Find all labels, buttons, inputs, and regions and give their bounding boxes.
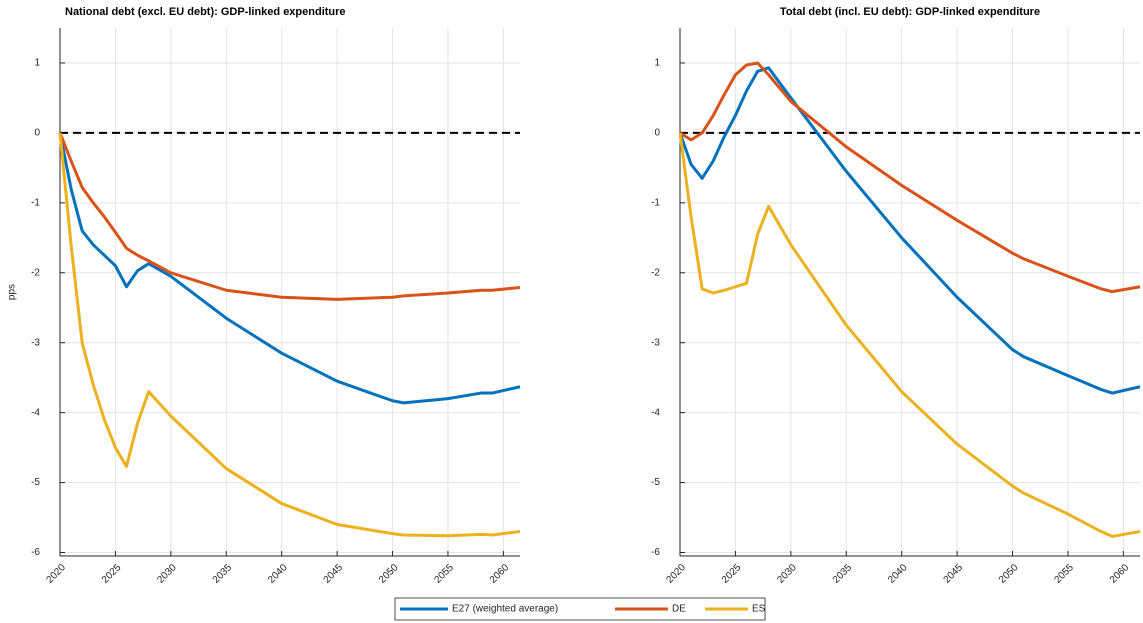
x-tick-label: 2045 — [322, 562, 346, 586]
legend-label: E27 (weighted average) — [452, 604, 558, 615]
legend-label: ES — [752, 604, 766, 615]
x-tick-label: 2025 — [720, 562, 744, 586]
y-tick-label: -1 — [651, 197, 660, 208]
legend-label: DE — [672, 604, 686, 615]
x-tick-label: 2035 — [211, 562, 235, 586]
x-tick-label: 2020 — [664, 562, 688, 586]
series-line — [58, 132, 521, 301]
y-tick-label: 1 — [34, 58, 40, 69]
y-tick-label: -4 — [31, 407, 40, 418]
y-tick-label: 0 — [654, 128, 660, 139]
x-tick-label: 2055 — [432, 562, 456, 586]
x-tick-label: 2040 — [886, 562, 910, 586]
legend-box — [394, 597, 766, 621]
y-tick-label: -5 — [31, 477, 40, 488]
x-tick-label: 2025 — [100, 562, 124, 586]
y-tick-label: -6 — [651, 547, 660, 558]
x-tick-label: 2055 — [1052, 562, 1076, 586]
y-tick-label: -6 — [31, 547, 40, 558]
chart-title: Total debt (incl. EU debt): GDP-linked e… — [780, 6, 1040, 18]
x-tick-label: 2020 — [44, 562, 68, 586]
x-tick-label: 2030 — [775, 562, 799, 586]
x-tick-label: 2045 — [942, 562, 966, 586]
x-tick-label: 2060 — [1108, 562, 1132, 586]
series-line — [58, 132, 521, 405]
plot-area — [680, 28, 1140, 556]
y-tick-label: -2 — [651, 267, 660, 278]
y-tick-label: -5 — [651, 477, 660, 488]
x-tick-label: 2035 — [831, 562, 855, 586]
y-tick-label: -1 — [31, 197, 40, 208]
series-line — [678, 132, 1141, 538]
chart-title: National debt (excl. EU debt): GDP-linke… — [65, 6, 346, 18]
y-tick-label: 1 — [654, 58, 660, 69]
y-tick-label: -3 — [31, 337, 40, 348]
x-tick-label: 2050 — [997, 562, 1021, 586]
series-line — [678, 66, 1141, 395]
series-line — [679, 61, 1141, 294]
y-tick-label: -2 — [31, 267, 40, 278]
y-tick-label: 0 — [34, 128, 40, 139]
x-tick-label: 2040 — [266, 562, 290, 586]
y-tick-label: -3 — [651, 337, 660, 348]
x-tick-label: 2030 — [155, 562, 179, 586]
series-line — [58, 132, 521, 538]
y-axis-label: pps — [7, 284, 18, 300]
x-tick-label: 2060 — [488, 562, 512, 586]
y-tick-label: -4 — [651, 407, 660, 418]
x-tick-label: 2050 — [377, 562, 401, 586]
